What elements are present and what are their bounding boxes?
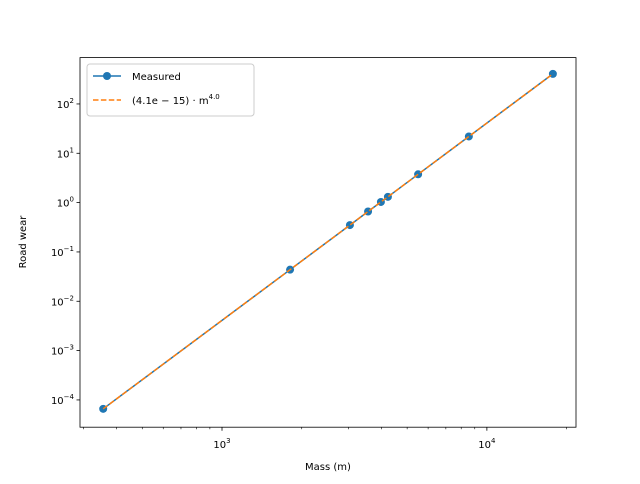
y-tick-label: 10−3 — [51, 344, 74, 358]
legend-marker — [103, 72, 111, 80]
x-tick-label: 104 — [478, 437, 496, 451]
legend-label: Measured — [132, 72, 181, 83]
y-tick-label: 10−4 — [51, 393, 75, 407]
x-axis-label: Mass (m) — [305, 462, 351, 473]
y-tick-label: 100 — [57, 196, 74, 210]
legend-frame — [86, 63, 255, 117]
y-tick-label: 10−1 — [51, 245, 74, 259]
y-tick-label: 10−2 — [51, 294, 74, 308]
axes-frame — [79, 57, 577, 428]
series-line — [102, 73, 554, 410]
legend-label: (4.1e − 15) · m4.0 — [132, 93, 220, 107]
x-tick-label: 103 — [213, 437, 230, 451]
y-tick-label: 101 — [57, 146, 74, 160]
y-tick-label: 102 — [57, 97, 74, 111]
y-axis-label: Road wear — [18, 215, 29, 269]
